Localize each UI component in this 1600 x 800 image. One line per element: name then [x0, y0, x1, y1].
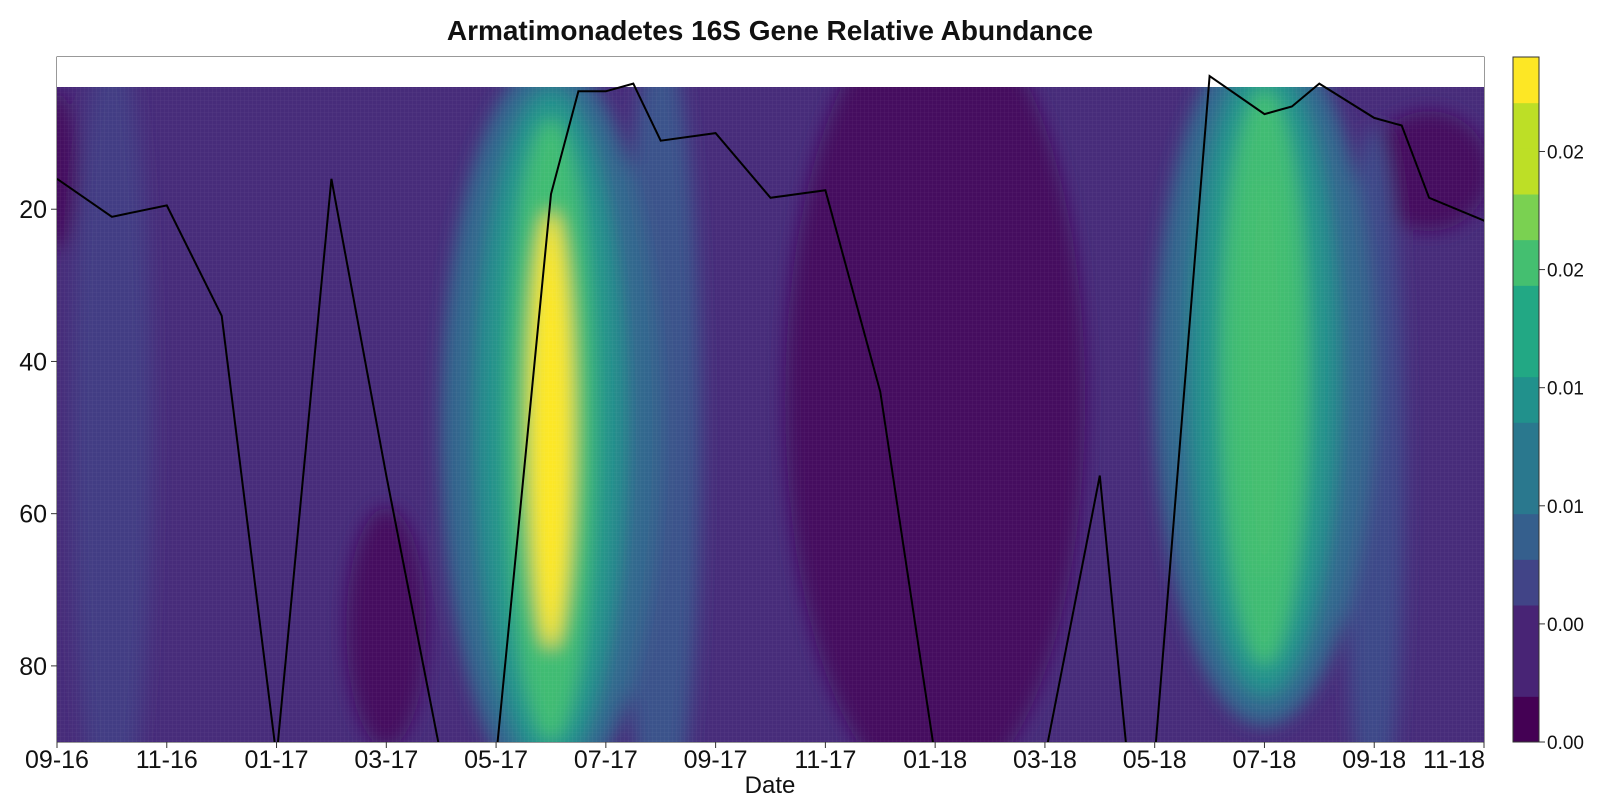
colorbar: 0.00 0.00 0.01 0.01 0.02 0.02: [1512, 56, 1584, 754]
colorbar-segment: [1513, 239, 1539, 286]
colorbar-frame: [1512, 56, 1540, 743]
colorbar-tick-label: 0.00: [1547, 615, 1584, 636]
colorbar-tick-label: 0.02: [1547, 142, 1584, 163]
x-tick-label: 05-17: [464, 746, 528, 774]
x-tick-label: 11-16: [136, 746, 198, 774]
x-tick-label: 01-17: [245, 746, 309, 774]
colorbar-segment: [1513, 468, 1539, 515]
depth-line: [57, 74, 1484, 742]
x-tick-label: 03-17: [354, 746, 418, 774]
colorbar-segment: [1513, 513, 1539, 560]
chart-title: Armatimonadetes 16S Gene Relative Abunda…: [447, 15, 1093, 46]
colorbar-tick-label: 0.01: [1547, 497, 1584, 518]
y-tick-label: 20: [19, 196, 47, 224]
x-tick-label: 07-18: [1232, 746, 1296, 774]
y-tick-label: 60: [19, 501, 47, 529]
x-tick-label: 09-16: [25, 746, 89, 774]
colorbar-segment: [1513, 148, 1539, 195]
x-axis-label: Date: [745, 772, 796, 799]
x-tick-label: 03-18: [1013, 746, 1077, 774]
colorbar-segment: [1513, 650, 1539, 697]
colorbar-segment: [1513, 57, 1539, 104]
plot-area: [56, 56, 1485, 743]
y-tick-label: 40: [19, 348, 47, 376]
colorbar-segment: [1513, 559, 1539, 606]
hatch-overlay: [57, 57, 1484, 742]
colorbar-tick-label: 0.00: [1547, 733, 1584, 754]
colorbar-segment: [1513, 194, 1539, 241]
colorbar-segment: [1513, 376, 1539, 423]
x-tick-label: 09-18: [1342, 746, 1406, 774]
colorbar-segment: [1513, 102, 1539, 149]
x-tick-label: 01-18: [903, 746, 967, 774]
x-axis: 09-16 11-16 01-17 03-17 05-17 07-17 09-17 11-17…: [25, 742, 1485, 774]
x-tick-label: 05-18: [1123, 746, 1187, 774]
x-tick-label: 11-17: [794, 746, 856, 774]
x-tick-label: 07-17: [574, 746, 638, 774]
colorbar-tick-label: 0.02: [1547, 261, 1584, 282]
colorbar-tick-label: 0.01: [1547, 379, 1584, 400]
colorbar-segment: [1513, 285, 1539, 332]
y-axis: 20 40 60 80: [19, 196, 57, 681]
x-tick-label: 09-17: [684, 746, 748, 774]
colorbar-segment: [1513, 696, 1539, 743]
x-tick-label: 11-18: [1423, 746, 1485, 774]
colorbar-segment: [1513, 331, 1539, 378]
colorbar-segment: [1513, 605, 1539, 652]
y-tick-label: 80: [19, 653, 47, 681]
colorbar-segment: [1513, 422, 1539, 469]
